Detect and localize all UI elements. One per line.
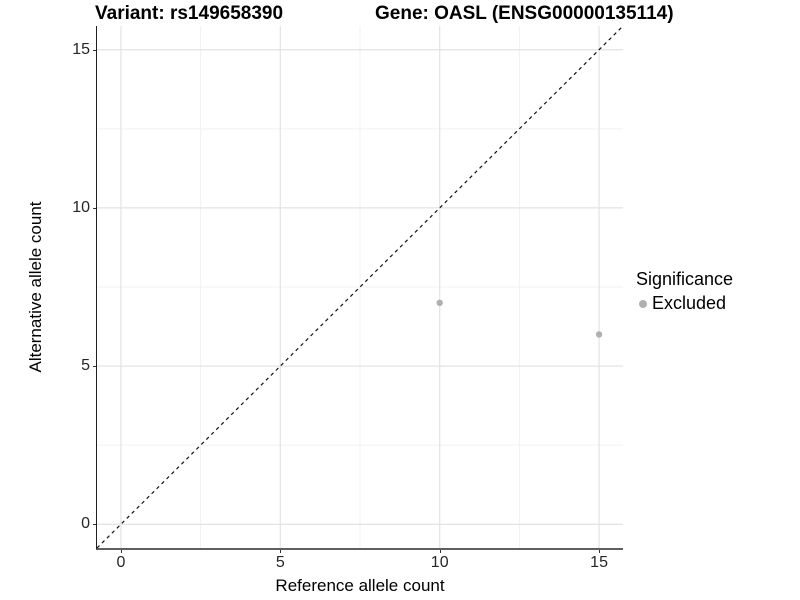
y-axis-tick-mark	[93, 49, 96, 51]
gene-title: Gene: OASL (ENSG00000135114)	[375, 3, 674, 24]
x-axis-tick-mark	[439, 550, 441, 553]
x-axis-tick-mark	[120, 550, 122, 553]
x-axis-tick-mark	[599, 550, 601, 553]
y-axis-tick-label: 0	[81, 515, 90, 533]
legend-key-dot-icon	[639, 299, 647, 308]
identity-reference-line	[97, 26, 623, 548]
legend: Significance Excluded	[636, 269, 733, 314]
x-axis-title: Reference allele count	[275, 576, 445, 595]
plot-canvas	[97, 26, 623, 548]
legend-item-label: Excluded	[652, 293, 727, 313]
x-axis-tick-mark	[280, 550, 282, 553]
data-point	[436, 299, 443, 307]
x-axis-tick-label: 5	[275, 554, 285, 571]
y-axis-tick-label: 10	[72, 198, 90, 216]
legend-item: Excluded	[636, 293, 733, 314]
legend-items: Excluded	[636, 293, 733, 314]
x-axis-tick-label: 0	[116, 554, 126, 571]
y-axis-tick-label: 15	[72, 40, 90, 58]
y-axis-title: Alternative allele count	[26, 201, 45, 373]
y-axis-tick-mark	[93, 366, 96, 368]
y-axis-tick-mark	[93, 207, 96, 209]
variant-title: Variant: rs149658390	[95, 3, 284, 24]
x-axis-tick-label: 10	[430, 554, 449, 571]
legend-title: Significance	[636, 269, 734, 289]
data-point	[595, 331, 603, 338]
y-axis-tick-mark	[93, 524, 96, 526]
plot-panel	[96, 26, 623, 550]
y-axis-tick-label: 5	[81, 357, 90, 375]
x-axis-tick-label: 15	[590, 554, 608, 571]
